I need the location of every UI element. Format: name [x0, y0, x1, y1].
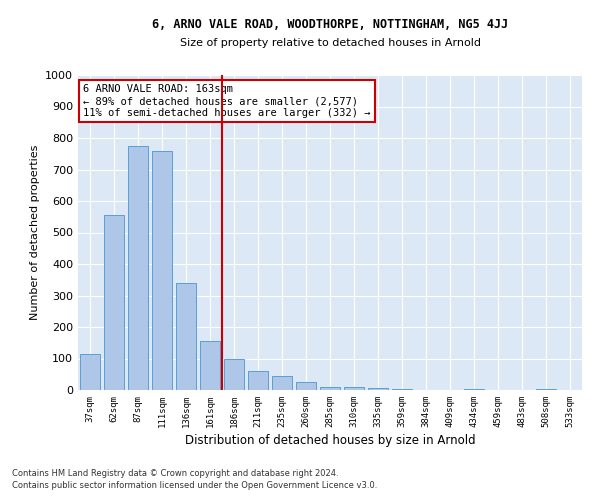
Text: 6 ARNO VALE ROAD: 163sqm
← 89% of detached houses are smaller (2,577)
11% of sem: 6 ARNO VALE ROAD: 163sqm ← 89% of detach…	[83, 84, 371, 117]
Bar	[152, 150, 172, 390]
Bar	[128, 146, 148, 390]
Bar	[176, 283, 196, 390]
Text: Size of property relative to detached houses in Arnold: Size of property relative to detached ho…	[179, 38, 481, 48]
Text: 6, ARNO VALE ROAD, WOODTHORPE, NOTTINGHAM, NG5 4JJ: 6, ARNO VALE ROAD, WOODTHORPE, NOTTINGHA…	[152, 18, 508, 30]
Bar	[272, 376, 292, 390]
Bar	[368, 388, 388, 390]
Bar	[320, 387, 340, 390]
Y-axis label: Number of detached properties: Number of detached properties	[29, 145, 40, 320]
Bar	[224, 358, 244, 390]
Bar	[80, 354, 100, 390]
Bar	[344, 387, 364, 390]
Text: Contains HM Land Registry data © Crown copyright and database right 2024.: Contains HM Land Registry data © Crown c…	[12, 468, 338, 477]
Bar	[104, 215, 124, 390]
Bar	[248, 371, 268, 390]
Bar	[296, 382, 316, 390]
Bar	[200, 341, 220, 390]
Text: Contains public sector information licensed under the Open Government Licence v3: Contains public sector information licen…	[12, 481, 377, 490]
X-axis label: Distribution of detached houses by size in Arnold: Distribution of detached houses by size …	[185, 434, 475, 447]
